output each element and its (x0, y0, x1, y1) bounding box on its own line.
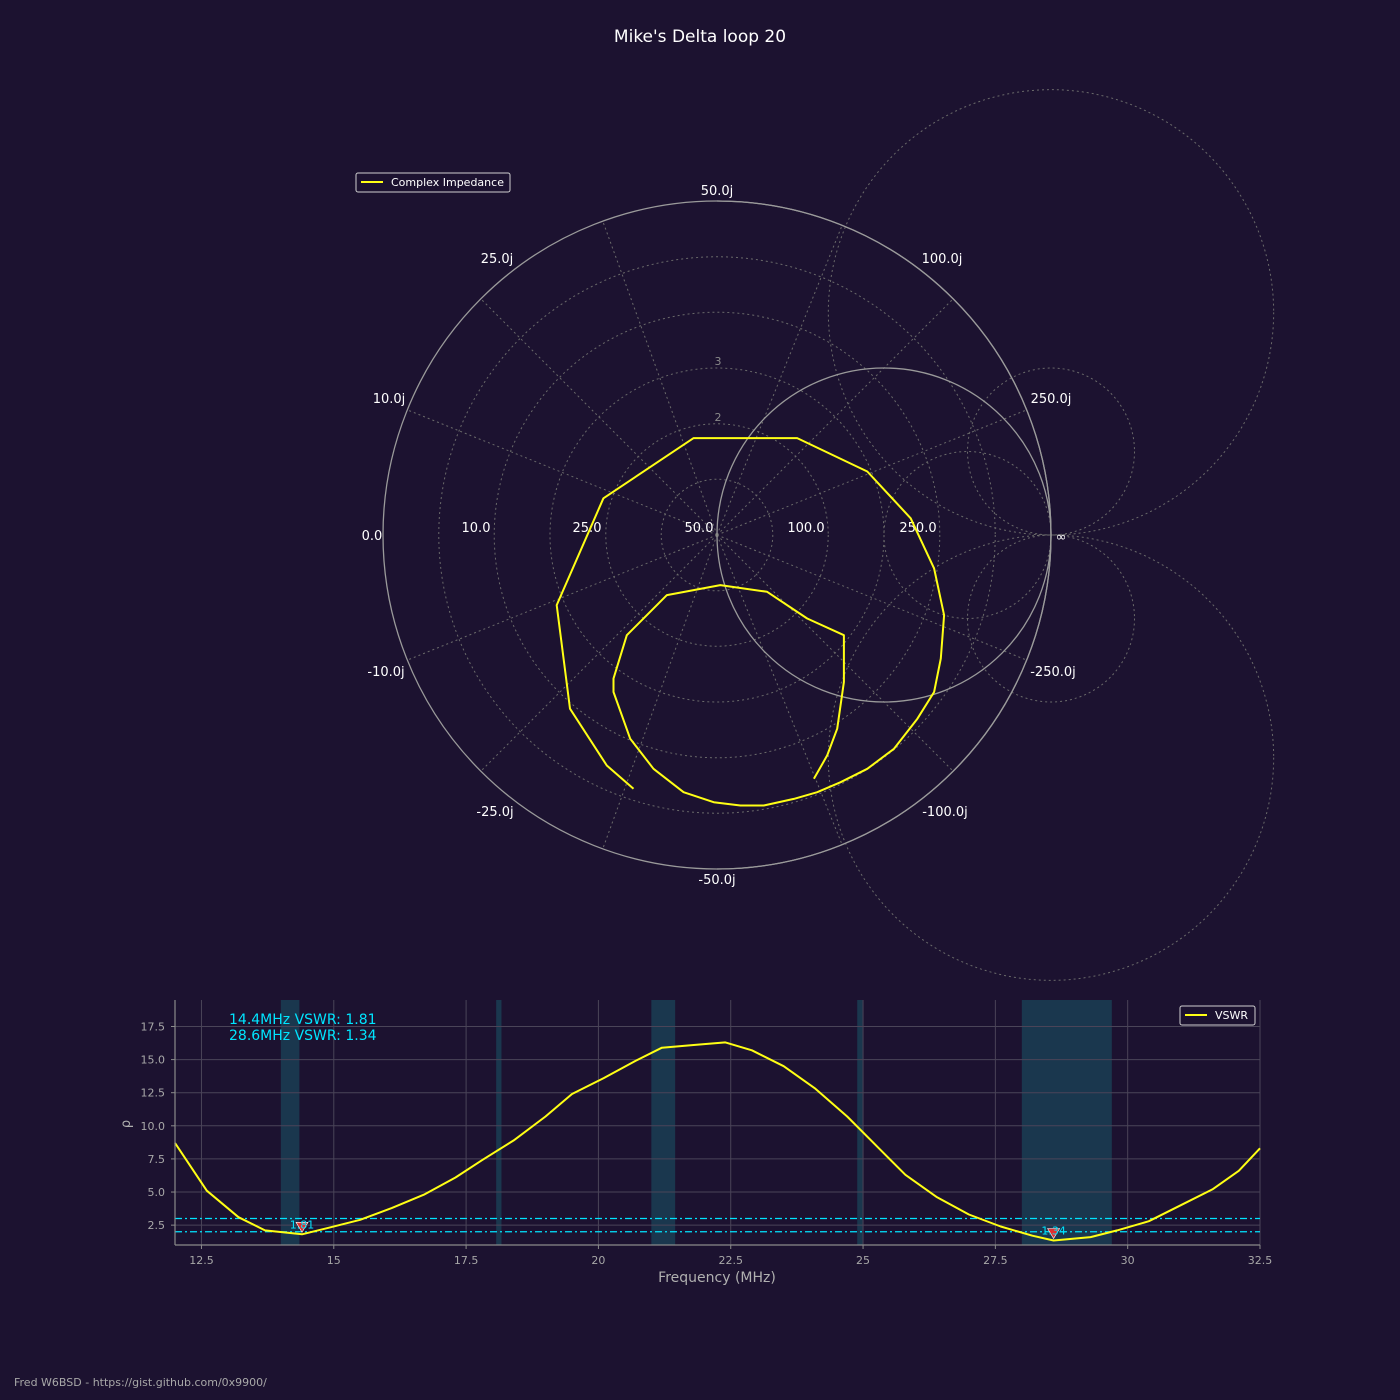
smith-resistance-label-3: 50.0 (685, 521, 714, 536)
smith-trace (555, 437, 946, 807)
smith-vswr-label-0: 2 (715, 411, 722, 424)
vswr-y-tick-label-3: 10.0 (141, 1120, 166, 1133)
vswr-y-tick-label-2: 7.5 (148, 1153, 166, 1166)
vswr-legend: VSWR (1179, 1005, 1256, 1026)
smith-reactance-label-6: -250.0j (1030, 665, 1076, 680)
vswr-x-axis-label: Frequency (MHz) (658, 1270, 776, 1286)
vswr-marker-0 (295, 1221, 309, 1233)
smith-resistance-label-5: 250.0 (899, 521, 936, 536)
smith-dotted-spoke-2-1 (602, 534, 718, 850)
smith-reactance-label-2: 100.0j (922, 252, 963, 267)
vswr-ham-band-3 (857, 1000, 863, 1245)
smith-legend-box (355, 172, 511, 193)
vswr-trace (174, 1041, 1261, 1242)
smith-grid (382, 89, 1275, 981)
smith-dotted-spoke-3-0 (716, 225, 843, 536)
smith-reactance-arc-1-1 (827, 534, 1275, 981)
smith-vswr-label-1: 3 (715, 355, 722, 368)
smith-reactance-label-5: -10.0j (367, 665, 404, 680)
vswr-ham-band-4 (1021, 1000, 1112, 1245)
smith-dotted-spoke-1-0 (480, 298, 718, 536)
smith-reactance-arc-minus-50 (716, 534, 1052, 870)
smith-reactance-label-1: 25.0j (481, 252, 514, 267)
smith-dotted-spoke-2-0 (602, 220, 718, 536)
vswr-grid (175, 1000, 1261, 1245)
smith-dotted-spoke-4-1 (716, 534, 954, 772)
vswr-y-tick-label-0: 2.5 (148, 1219, 166, 1232)
vswr-x-tick-label-0: 12.5 (189, 1254, 214, 1267)
vswr-ham-band-1 (496, 1000, 502, 1245)
smith-dotted-spoke-0-0 (407, 409, 718, 536)
smith-dotted-spoke-1-1 (480, 534, 718, 772)
figure-title: Mike's Delta loop 20 (614, 27, 786, 47)
smith-resistance-label-2: 25.0 (573, 521, 602, 536)
vswr-x-tick-label-3: 20 (591, 1254, 605, 1267)
vswr-y-axis-label: ρ (119, 1120, 134, 1128)
vswr-legend-box (1179, 1005, 1256, 1026)
vswr-series-line (174, 1041, 1261, 1242)
vswr-marker-label-1: 1.34 (1041, 1224, 1066, 1237)
smith-dotted-spoke-4-0 (716, 298, 954, 536)
smith-dotted-spoke-5-1 (716, 534, 1027, 661)
smith-reactance-label-7: -25.0j (476, 805, 513, 820)
smith-reactance-label-8: -100.0j (922, 805, 968, 820)
smith-resistance-label-4: 100.0 (787, 521, 824, 536)
vswr-y-tick-label-6: 17.5 (141, 1020, 166, 1033)
smith-dotted-circle-1 (605, 423, 829, 647)
vswr-chart: 1.81 1.34 12.5 15 17.5 20 22.5 25 27.5 30 32.5 2.5… (119, 1000, 1272, 1286)
smith-reactance-arc-1-0 (827, 89, 1275, 536)
smith-legend: Complex Impedance (355, 172, 511, 193)
vswr-ham-band-0 (280, 1000, 300, 1245)
smith-reactance-label-9: -50.0j (698, 873, 735, 888)
vswr-y-tick-label-4: 12.5 (141, 1087, 166, 1100)
smith-reactance-label-3: 10.0j (373, 392, 406, 407)
vswr-ham-band-2 (651, 1000, 676, 1245)
smith-dotted-circle-0 (660, 478, 774, 592)
smith-resistance-label-1: 10.0 (462, 521, 491, 536)
smith-reactance-label-0: 50.0j (701, 184, 734, 199)
vswr-threshold-lines (175, 1217, 1260, 1233)
smith-impedance-series (555, 437, 946, 807)
vswr-x-tick-label-8: 32.5 (1248, 1254, 1273, 1267)
vswr-x-tick-label-5: 25 (856, 1254, 870, 1267)
vswr-y-tick-label-5: 15.0 (141, 1054, 166, 1067)
vswr-markers: 1.81 1.34 (290, 1218, 1066, 1240)
vswr-y-tick-label-1: 5.0 (148, 1186, 166, 1199)
vswr-annotation-2: 28.6MHz VSWR: 1.34 (229, 1028, 377, 1044)
vswr-x-tick-label-1: 15 (327, 1254, 341, 1267)
vswr-marker-label-0: 1.81 (290, 1218, 315, 1231)
smith-resistance-label-6: ∞ (1056, 530, 1067, 545)
smith-reactance-label-4: 250.0j (1031, 392, 1072, 407)
vswr-axes: 12.5 15 17.5 20 22.5 25 27.5 30 32.5 2.5 5.0 7.5 10.… (141, 1000, 1273, 1267)
smith-reactance-arc-plus-50 (716, 200, 1052, 536)
smith-resistance-label-0: 0.0 (362, 529, 383, 544)
vswr-x-tick-label-6: 27.5 (983, 1254, 1008, 1267)
vswr-x-tick-label-7: 30 (1121, 1254, 1135, 1267)
smith-dotted-spoke-5-0 (716, 409, 1027, 536)
vswr-legend-label: VSWR (1215, 1009, 1248, 1022)
smith-dotted-circle-4 (438, 256, 996, 814)
footer-credit: Fred W6BSD - https://gist.github.com/0x9… (14, 1376, 267, 1389)
smith-legend-label: Complex Impedance (391, 176, 504, 189)
vswr-x-tick-label-4: 22.5 (718, 1254, 743, 1267)
vswr-annotation-1: 14.4MHz VSWR: 1.81 (229, 1012, 377, 1028)
vswr-x-tick-label-2: 17.5 (454, 1254, 479, 1267)
smith-dotted-circle-3 (493, 311, 941, 759)
vswr-bands (280, 1000, 1112, 1245)
vswr-marker-1 (1047, 1228, 1061, 1240)
smith-dotted-spoke-0-1 (407, 534, 718, 661)
smith-chart: 0.0 10.0 25.0 50.0 100.0 250.0 ∞ 50.0j 25.0j 100.… (355, 89, 1275, 981)
smith-labels: 0.0 10.0 25.0 50.0 100.0 250.0 ∞ 50.0j 25.0j 100.… (362, 184, 1076, 888)
